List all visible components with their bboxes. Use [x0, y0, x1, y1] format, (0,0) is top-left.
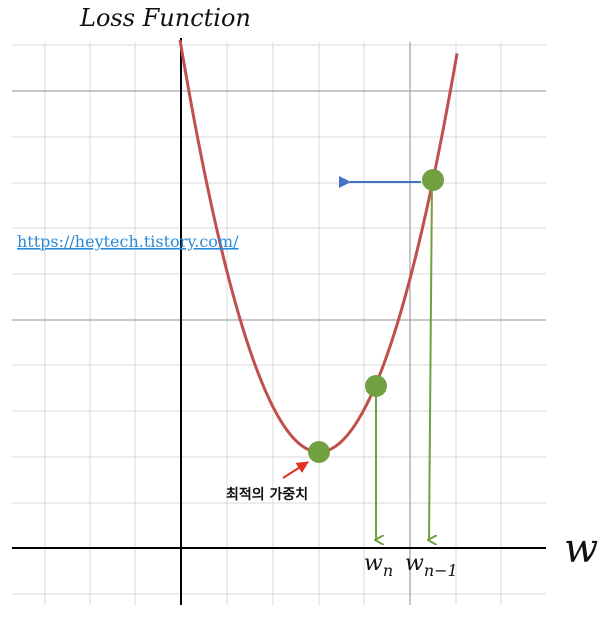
- point-w-n: [365, 375, 387, 397]
- label-w-n-minus-1-base: w: [405, 551, 424, 576]
- axis-label-w: w: [564, 526, 598, 572]
- label-w-n-sub: n: [383, 561, 393, 580]
- label-w-n-minus-1-sub: n−1: [424, 561, 458, 580]
- grid: [12, 42, 546, 605]
- grid-minor-vertical: [44, 42, 502, 605]
- drop-arrow-wn1: [429, 180, 432, 540]
- label-w-n-base: w: [364, 551, 383, 576]
- grid-minor-horizontal: [12, 44, 546, 595]
- label-w-n-minus-1: wn−1: [405, 551, 458, 580]
- optimal-annotation-arrow: [282, 461, 309, 479]
- point-w-n-minus-1: [422, 169, 444, 191]
- optimal-weight-annotation: 최적의 가중치: [226, 486, 308, 503]
- label-w-n: wn: [364, 551, 393, 580]
- diagram-title: Loss Function: [79, 4, 251, 32]
- source-url-link[interactable]: https://heytech.tistory.com/: [17, 232, 239, 251]
- point-optimal-weight: [308, 441, 330, 463]
- grid-major: [12, 42, 546, 605]
